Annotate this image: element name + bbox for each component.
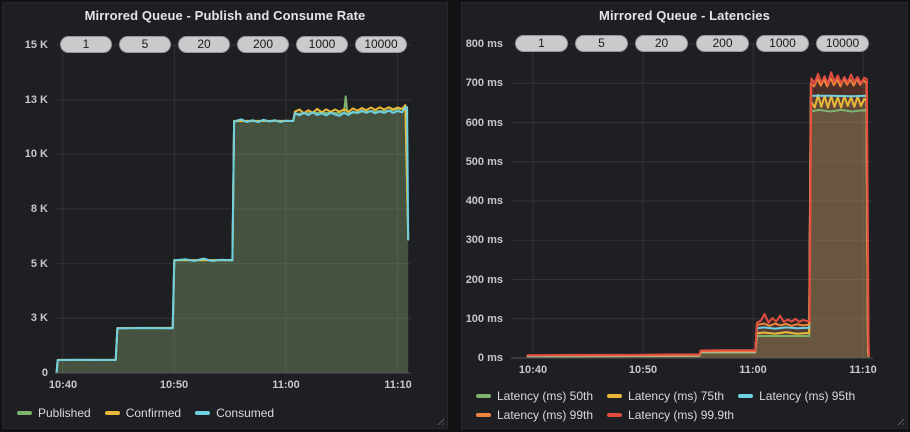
legend-color-dash-icon <box>104 410 120 415</box>
series-fill <box>56 96 409 374</box>
x-axis-tick-label: 10:40 <box>518 364 548 376</box>
series-line <box>55 106 410 374</box>
legend-color-dash-icon <box>476 393 491 398</box>
legend-item-latency-ms-95th[interactable]: Latency (ms) 95th <box>738 386 855 405</box>
legend-color-dash-icon <box>476 412 491 417</box>
x-axis-tick-label: 11:00 <box>739 364 767 376</box>
panel-latencies: Mirrored Queue - Latencies 0 ms 100 ms 200… <box>461 2 908 429</box>
y-axis-tick-label: 8 K <box>30 203 48 215</box>
legend: Published Confirmed Consumed <box>17 403 447 422</box>
legend-color-dash-icon <box>607 412 623 417</box>
x-axis-tick-label: 10:40 <box>48 379 78 391</box>
legend: Latency (ms) 50th Latency (ms) 75th Latenc… <box>476 386 876 424</box>
annotation-badge-200[interactable]: 200 <box>696 35 749 52</box>
legend-label: Published <box>38 405 91 420</box>
graph-area[interactable] <box>462 3 909 430</box>
legend-item-latency-ms-99th[interactable]: Latency (ms) 99th <box>476 405 593 424</box>
legend-color-dash-icon <box>195 410 211 415</box>
annotation-badge-5[interactable]: 5 <box>119 36 171 53</box>
y-axis-tick-label: 500 ms <box>465 156 503 168</box>
annotation-badge-10000[interactable]: 10000 <box>816 35 869 52</box>
legend-label: Latency (ms) 50th <box>497 388 594 403</box>
series-line <box>526 71 871 357</box>
panel-title-publish-consume-rate[interactable]: Mirrored Queue - Publish and Consume Rat… <box>84 8 366 23</box>
series-fill <box>527 95 869 358</box>
series-fill <box>56 107 409 374</box>
y-axis-tick-label: 800 ms <box>465 38 503 50</box>
y-axis-tick-label: 100 ms <box>465 313 503 325</box>
y-axis-tick-label: 700 ms <box>465 77 503 89</box>
legend-item-latency-ms-99-9th[interactable]: Latency (ms) 99.9th <box>607 405 734 424</box>
y-axis-tick-label: 0 ms <box>477 352 503 364</box>
annotation-badge-1000[interactable]: 1000 <box>296 36 348 53</box>
legend-item-latency-ms-50th[interactable]: Latency (ms) 50th <box>476 386 593 405</box>
legend-label: Confirmed <box>125 405 182 420</box>
y-axis-tick-label: 200 ms <box>465 274 503 286</box>
legend-color-dash-icon <box>17 410 32 415</box>
y-axis-tick-label: 10 K <box>24 148 48 160</box>
legend-item-consumed[interactable]: Consumed <box>195 403 274 422</box>
legend-item-published[interactable]: Published <box>17 403 91 422</box>
y-axis-tick-label: 5 K <box>30 258 48 270</box>
panel-title-latencies[interactable]: Mirrored Queue - Latencies <box>599 8 770 23</box>
y-axis-tick-label: 600 ms <box>465 117 503 129</box>
legend-color-dash-icon <box>738 393 754 398</box>
series-fill <box>527 109 869 359</box>
annotation-badge-1[interactable]: 1 <box>515 35 568 52</box>
annotation-badge-10000[interactable]: 10000 <box>355 36 407 53</box>
annotation-badge-5[interactable]: 5 <box>575 35 628 52</box>
series-fill <box>527 95 869 359</box>
legend-item-confirmed[interactable]: Confirmed <box>104 403 182 422</box>
legend-label: Latency (ms) 99th <box>497 407 594 422</box>
annotation-badge-200[interactable]: 200 <box>237 36 289 53</box>
y-axis-tick-label: 400 ms <box>465 195 503 207</box>
x-axis-tick-label: 11:00 <box>272 379 300 391</box>
legend-color-dash-icon <box>607 393 623 398</box>
panel-publish-consume-rate: Mirrored Queue - Publish and Consume Rat… <box>2 2 448 429</box>
panel-resize-handle-icon[interactable] <box>435 416 444 425</box>
legend-label: Latency (ms) 99.9th <box>628 407 735 422</box>
y-axis-tick-label: 13 K <box>24 94 48 106</box>
legend-label: Latency (ms) 95th <box>759 388 856 403</box>
y-axis-tick-label: 0 <box>41 367 48 379</box>
annotation-badge-20[interactable]: 20 <box>178 36 230 53</box>
annotation-badge-1000[interactable]: 1000 <box>756 35 809 52</box>
y-axis-tick-label: 300 ms <box>465 234 503 246</box>
series-fill <box>56 105 409 373</box>
y-axis-tick-label: 3 K <box>30 312 48 324</box>
x-axis-tick-label: 10:50 <box>159 379 189 391</box>
x-axis-tick-label: 10:50 <box>628 364 658 376</box>
legend-label: Consumed <box>216 405 275 420</box>
panel-resize-handle-icon[interactable] <box>895 416 904 425</box>
legend-label: Latency (ms) 75th <box>628 388 725 403</box>
y-axis-tick-label: 15 K <box>24 39 48 51</box>
annotation-badge-20[interactable]: 20 <box>635 35 688 52</box>
legend-item-latency-ms-75th[interactable]: Latency (ms) 75th <box>607 386 724 405</box>
x-axis-tick-label: 11:10 <box>384 379 412 391</box>
x-axis-tick-label: 11:10 <box>849 364 877 376</box>
series-fill <box>527 72 870 359</box>
graph-area[interactable] <box>3 3 449 430</box>
annotation-badge-1[interactable]: 1 <box>60 36 112 53</box>
